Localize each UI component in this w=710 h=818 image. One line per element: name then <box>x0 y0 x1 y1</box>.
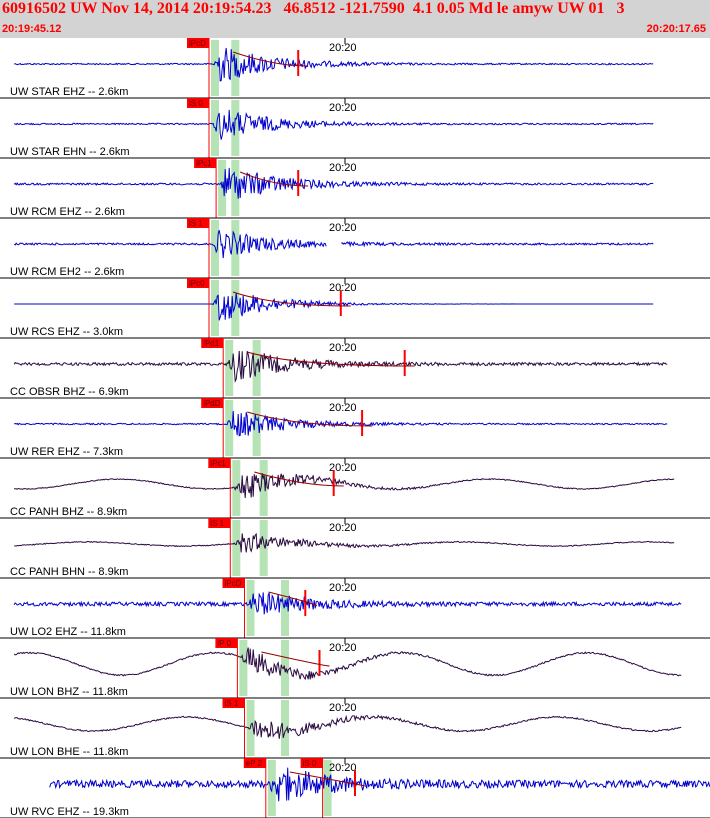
event-title: 60916502 UW Nov 14, 2014 20:19:54.23 46.… <box>2 0 625 17</box>
time-tick-label: 20:20 <box>329 522 357 534</box>
time-tick-label: 20:20 <box>329 42 357 54</box>
waveform-trace <box>13 48 654 82</box>
p-window <box>225 400 234 456</box>
pick-flag <box>208 518 231 528</box>
waveform-trace <box>13 714 682 739</box>
time-tick-label: 20:20 <box>329 342 357 354</box>
p-window <box>252 340 261 396</box>
waveform-trace <box>14 532 675 553</box>
waveform-trace <box>13 230 654 259</box>
pick-label: iPcD <box>189 39 206 48</box>
pick-label: iPdD <box>203 399 221 408</box>
waveform-trace <box>13 647 682 681</box>
pick-flag <box>215 638 238 648</box>
p-window <box>259 460 268 516</box>
p-window <box>281 580 289 636</box>
waveform-trace <box>13 167 654 199</box>
p-window <box>323 760 332 816</box>
p-window <box>239 640 248 696</box>
time-tick-label: 20:20 <box>329 582 357 594</box>
end-time: 20:20:17.65 <box>646 23 706 35</box>
coda-decay-curve <box>268 591 317 607</box>
coda-decay-curve <box>232 291 351 307</box>
time-tick-label: 20:20 <box>329 402 357 414</box>
coda-decay-curve <box>289 771 366 787</box>
station-label: UW LON BHE -- 11.8km <box>10 746 128 758</box>
pick-label: iS 0 <box>189 99 203 108</box>
station-label: UW LON BHZ -- 11.8km <box>10 686 128 698</box>
pick-label: iPc1 <box>210 459 226 468</box>
p-window <box>231 100 240 156</box>
pick-label: iP 0 <box>217 639 231 648</box>
waveform-trace <box>49 767 710 802</box>
start-time: 20:19:45.12 <box>2 23 62 35</box>
time-tick-label: 20:20 <box>329 102 357 114</box>
coda-decay-curve <box>247 411 373 427</box>
pick-flag <box>187 38 209 48</box>
p-window <box>225 340 234 396</box>
pick-label: iS 1 <box>210 519 224 528</box>
event-header: 60916502 UW Nov 14, 2014 20:19:54.23 46.… <box>0 0 710 38</box>
station-label: UW RCM EH2 -- 2.6km <box>10 266 124 278</box>
pick-flag <box>194 158 217 168</box>
waveform-trace <box>13 410 668 437</box>
coda-decay-curve <box>232 51 309 67</box>
p-window <box>231 220 240 276</box>
p-window <box>211 280 219 336</box>
pick-flag <box>300 758 323 768</box>
station-label: UW STAR EHZ -- 2.6km <box>10 86 128 98</box>
waveform-trace <box>14 292 654 321</box>
station-label: UW RER EHZ -- 7.3km <box>10 446 123 458</box>
pick-flag <box>187 278 209 288</box>
pick-flag <box>208 458 231 468</box>
time-tick-label: 20:20 <box>329 222 357 234</box>
pick-label: iS 1 <box>189 219 203 228</box>
station-label: UW STAR EHN -- 2.6km <box>10 146 130 158</box>
pick-flag <box>222 698 245 708</box>
waveform-trace <box>14 109 654 140</box>
waveform-trace <box>13 592 682 615</box>
time-tick-label: 20:20 <box>329 162 357 174</box>
coda-decay-curve <box>261 651 330 667</box>
p-window <box>259 520 268 576</box>
p-window <box>252 400 261 456</box>
coda-decay-curve <box>239 171 309 187</box>
station-label: CC PANH BHN -- 8.9km <box>10 566 128 578</box>
pick-flag <box>243 758 266 768</box>
station-label: UW RVC EHZ -- 19.3km <box>10 806 129 818</box>
time-tick-label: 20:20 <box>329 462 357 474</box>
station-label: UW LO2 EHZ -- 11.8km <box>10 626 126 638</box>
pick-flag <box>201 338 224 348</box>
pick-flag <box>201 398 224 408</box>
p-window <box>246 580 255 636</box>
pick-label: eP 2 <box>246 759 263 768</box>
coda-decay-curve <box>247 351 415 367</box>
time-tick-label: 20:20 <box>329 762 357 774</box>
pick-flag <box>222 578 245 588</box>
p-window <box>232 520 241 576</box>
pick-label: iPcD <box>225 579 242 588</box>
pick-flag <box>187 218 209 228</box>
time-tick-label: 20:20 <box>329 702 357 714</box>
pick-label: iPc0 <box>189 279 205 288</box>
seismogram-plot: 20:20 iPcD UW STAR EHZ -- 2.6km 20:20 iS 0 UW… <box>0 38 710 818</box>
coda-decay-curve <box>254 471 344 487</box>
station-label: CC PANH BHZ -- 8.9km <box>10 506 127 518</box>
pick-label: iS 1 <box>225 699 239 708</box>
time-tick-label: 20:20 <box>329 642 357 654</box>
pick-label: iS 0 <box>303 759 317 768</box>
pick-flag <box>187 98 209 108</box>
pick-label: iPc1 <box>196 159 212 168</box>
waveform-trace <box>13 350 668 383</box>
station-label: UW RCS EHZ -- 3.0km <box>10 326 123 338</box>
station-label: CC OBSR BHZ -- 6.9km <box>10 386 129 398</box>
p-window <box>231 280 240 336</box>
p-window <box>281 700 289 756</box>
p-window <box>211 40 219 96</box>
station-label: UW RCM EHZ -- 2.6km <box>10 206 125 218</box>
pick-label: iPd1 <box>203 339 220 348</box>
waveform-trace <box>14 473 675 499</box>
time-tick-label: 20:20 <box>329 282 357 294</box>
